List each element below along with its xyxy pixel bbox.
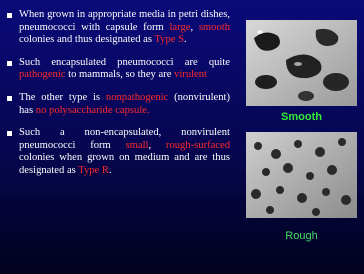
highlight-text: small	[125, 139, 149, 151]
bullet-text: Such a non-encapsulated, nonvirulent pne…	[19, 127, 230, 151]
highlight-text: Type R	[78, 164, 109, 176]
rough-colonies-image	[246, 132, 357, 218]
bullet-text: .	[108, 164, 112, 176]
smooth-colonies-image	[246, 20, 357, 106]
bullet-text: to mammals, so they are	[65, 69, 175, 81]
highlight-text: no polysaccharide capsule.	[35, 104, 150, 116]
highlight-text: nonpathogenic	[105, 91, 169, 103]
bullet-list: When grown in appropriate media in petri…	[6, 9, 230, 188]
image-caption: Rough	[285, 230, 318, 242]
bullet-text: The other type is	[19, 91, 106, 103]
bullet-text: ,	[190, 21, 199, 33]
highlight-text: pathogenic	[19, 69, 66, 81]
bullet-item: The other type is nonpathogenic (nonviru…	[6, 92, 230, 117]
bullet-text: When grown in appropriate media in petri…	[19, 9, 230, 33]
bullet-item: Such a non-encapsulated, nonvirulent pne…	[6, 127, 230, 177]
bullet-item: Such encapsulated pneumococci are quite …	[6, 57, 230, 82]
image-caption: Smooth	[281, 111, 322, 123]
highlight-text: smooth	[198, 21, 231, 33]
highlight-text: large	[169, 21, 191, 33]
bullet-item: When grown in appropriate media in petri…	[6, 9, 230, 47]
bullet-text: colonies when grown on medium and are th…	[19, 152, 230, 176]
highlight-text: virulent	[174, 69, 207, 81]
highlight-text: rough-surfaced	[165, 139, 231, 151]
bullet-text: (nonvirulent) has	[19, 91, 230, 116]
bullet-text: Such encapsulated pneumococci are quite	[19, 56, 230, 68]
bullet-text: ,	[148, 139, 166, 151]
bullet-text: .	[184, 34, 187, 46]
highlight-text: Type S	[154, 34, 185, 46]
bullet-text: colonies and thus designated as	[19, 34, 155, 46]
